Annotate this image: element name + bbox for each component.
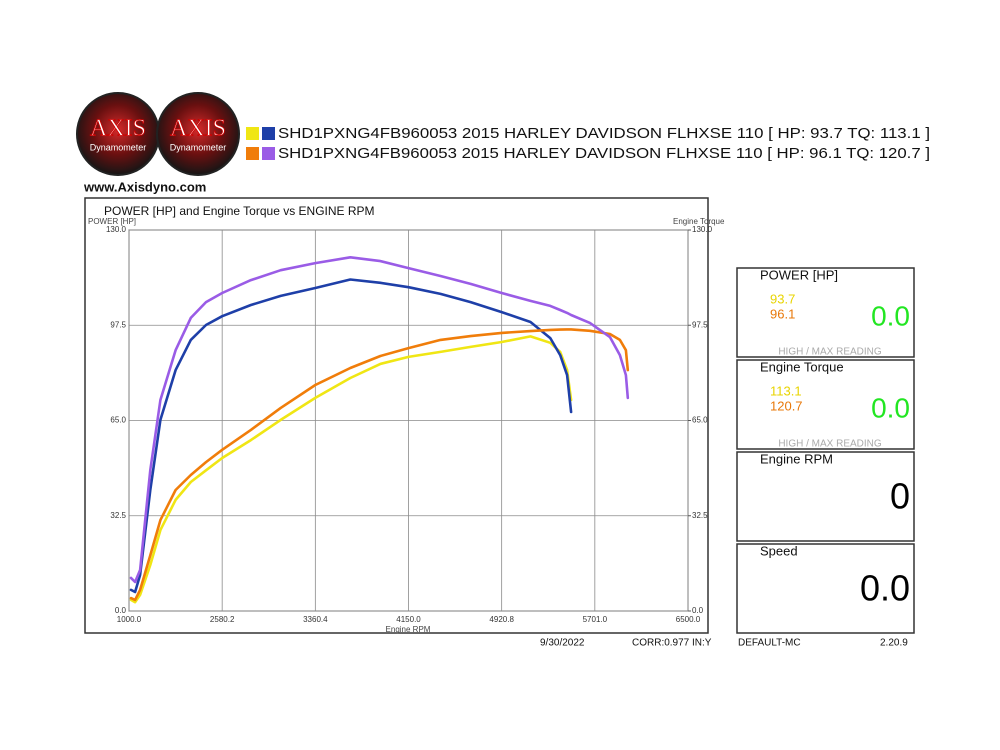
logo-sub: Dynamometer xyxy=(90,142,147,152)
logo-brand: AXIS xyxy=(90,116,146,142)
website: www.Axisdyno.com xyxy=(83,179,206,194)
footer-correction: CORR:0.977 IN:Y xyxy=(632,638,712,649)
y2-tick-label: 65.0 xyxy=(692,416,708,425)
panel xyxy=(736,451,915,542)
y-tick-label: 97.5 xyxy=(110,320,126,329)
legend-swatch xyxy=(246,127,259,140)
y-tick-label: 0.0 xyxy=(115,606,127,615)
panel-value: 0.0 xyxy=(860,568,910,609)
panel-note: HIGH / MAX READING xyxy=(778,347,882,358)
y-tick-label: 32.5 xyxy=(110,511,126,520)
series-line xyxy=(129,256,630,584)
x-tick-label: 1000.0 xyxy=(117,615,142,624)
chart-title: POWER [HP] and Engine Torque vs ENGINE R… xyxy=(104,204,375,218)
panel xyxy=(736,543,915,634)
panel-title: Speed xyxy=(760,543,798,558)
x-tick-label: 4150.0 xyxy=(396,615,421,624)
panel-reading: 93.7 xyxy=(770,291,795,306)
x-tick-label: 4920.8 xyxy=(489,615,514,624)
legend-label: SHD1PXNG4FB960053 2015 HARLEY DAVIDSON F… xyxy=(278,125,930,142)
panel-note: HIGH / MAX READING xyxy=(778,439,882,450)
y2-tick-label: 0.0 xyxy=(692,606,704,615)
x-tick-label: 5701.0 xyxy=(583,615,608,624)
y-axis-title: POWER [HP] xyxy=(88,217,136,226)
y2-axis-title: Engine Torque xyxy=(673,217,725,226)
logo-sub: Dynamometer xyxy=(170,142,227,152)
y2-tick-label: 130.0 xyxy=(692,225,713,234)
footer-date: 9/30/2022 xyxy=(540,638,585,649)
x-axis-title: Engine RPM xyxy=(386,625,431,634)
logo: AXIS Dynamometer AXIS Dynamometer xyxy=(76,92,240,176)
series-line xyxy=(129,335,573,604)
panel-title: Engine RPM xyxy=(760,451,833,466)
y2-tick-label: 32.5 xyxy=(692,511,708,520)
series-line xyxy=(129,328,630,602)
y-tick-label: 65.0 xyxy=(110,416,126,425)
footer-version: 2.20.9 xyxy=(880,638,908,649)
panel-reading: 96.1 xyxy=(770,306,795,321)
logo-brand: AXIS xyxy=(170,116,226,142)
x-tick-label: 6500.0 xyxy=(676,615,701,624)
panel-title: Engine Torque xyxy=(760,359,844,374)
legend-swatch xyxy=(262,127,275,140)
legend-label: SHD1PXNG4FB960053 2015 HARLEY DAVIDSON F… xyxy=(278,145,930,162)
series-line xyxy=(129,278,573,594)
x-tick-label: 2580.2 xyxy=(210,615,235,624)
panel-reading: 113.1 xyxy=(770,383,802,398)
legend-swatch xyxy=(262,147,275,160)
panel xyxy=(736,267,915,358)
legend-swatch xyxy=(246,147,259,160)
y-tick-label: 130.0 xyxy=(106,225,127,234)
panel-title: POWER [HP] xyxy=(760,267,838,282)
y2-tick-label: 97.5 xyxy=(692,320,708,329)
footer-profile: DEFAULT-MC xyxy=(738,638,801,649)
panel-value: 0 xyxy=(890,476,910,517)
panel-reading: 120.7 xyxy=(770,398,803,413)
panel-value: 0.0 xyxy=(871,392,910,423)
panel xyxy=(736,359,915,450)
logo-disc xyxy=(156,92,240,176)
x-tick-label: 3360.4 xyxy=(303,615,328,624)
panel-value: 0.0 xyxy=(871,300,910,331)
